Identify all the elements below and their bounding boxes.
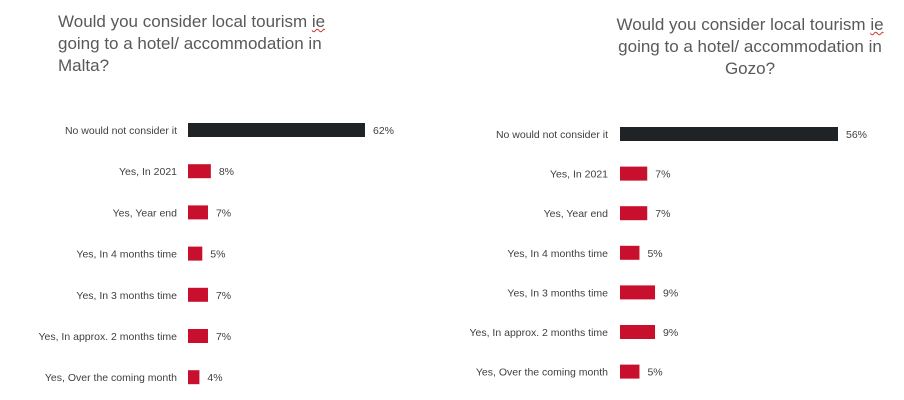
gozo-value-label: 7%: [655, 208, 670, 220]
bar-chart-gozo: No would not consider it 56% Yes, In 2021 7…: [469, 127, 867, 379]
malta-bar: [188, 164, 211, 179]
malta-value-label: 4%: [207, 372, 222, 384]
gozo-bar: [620, 285, 656, 300]
gozo-category-label: No would not consider it: [496, 129, 608, 141]
gozo-category-label: Yes, Over the coming month: [476, 367, 608, 379]
malta-value-label: 5%: [210, 249, 225, 261]
malta-category-label: Yes, Year end: [113, 207, 178, 219]
bar-chart-malta: No would not consider it 62% Yes, In 2021 8…: [38, 123, 394, 385]
malta-value-label: 7%: [216, 290, 231, 302]
malta-bar: [188, 370, 200, 385]
gozo-value-label: 5%: [647, 367, 662, 379]
malta-category-label: Yes, In approx. 2 months time: [38, 331, 177, 343]
malta-category-label: Yes, In 3 months time: [76, 290, 177, 302]
gozo-category-label: Yes, In 4 months time: [507, 248, 608, 260]
gozo-category-label: Yes, In 2021: [550, 169, 608, 181]
gozo-bar: [620, 166, 648, 181]
malta-value-label: 7%: [216, 331, 231, 343]
gozo-bar: [620, 206, 648, 221]
chart-title-gozo: Would you consider local tourism ie going…: [616, 15, 884, 78]
gozo-category-label: Yes, Year end: [544, 208, 609, 220]
gozo-value-label: 7%: [655, 169, 670, 181]
gozo-value-label: 5%: [647, 248, 662, 260]
malta-value-label: 7%: [216, 207, 231, 219]
chart-title-malta: Would you consider local tourism ie going…: [58, 12, 326, 75]
malta-category-label: Yes, Over the coming month: [45, 372, 177, 384]
gozo-bar: [620, 364, 640, 379]
malta-bar: [188, 205, 208, 220]
malta-category-label: Yes, In 4 months time: [76, 249, 177, 261]
malta-category-label: Yes, In 2021: [119, 166, 177, 178]
gozo-value-label: 56%: [846, 129, 867, 141]
spellcheck-word: ie: [870, 15, 884, 34]
gozo-value-label: 9%: [663, 287, 678, 299]
malta-value-label: 8%: [219, 166, 234, 178]
gozo-bar: [620, 127, 838, 141]
gozo-value-label: 9%: [663, 327, 678, 339]
malta-bar: [188, 329, 208, 343]
malta-bar: [188, 287, 208, 302]
malta-value-label: 62%: [373, 125, 394, 137]
malta-bar: [188, 246, 203, 261]
gozo-category-label: Yes, In approx. 2 months time: [469, 327, 608, 339]
gozo-category-label: Yes, In 3 months time: [507, 287, 608, 299]
gozo-bar: [620, 325, 656, 339]
spellcheck-word: ie: [311, 12, 326, 31]
malta-bar: [188, 123, 365, 137]
gozo-bar: [620, 245, 640, 260]
malta-category-label: No would not consider it: [65, 125, 177, 137]
